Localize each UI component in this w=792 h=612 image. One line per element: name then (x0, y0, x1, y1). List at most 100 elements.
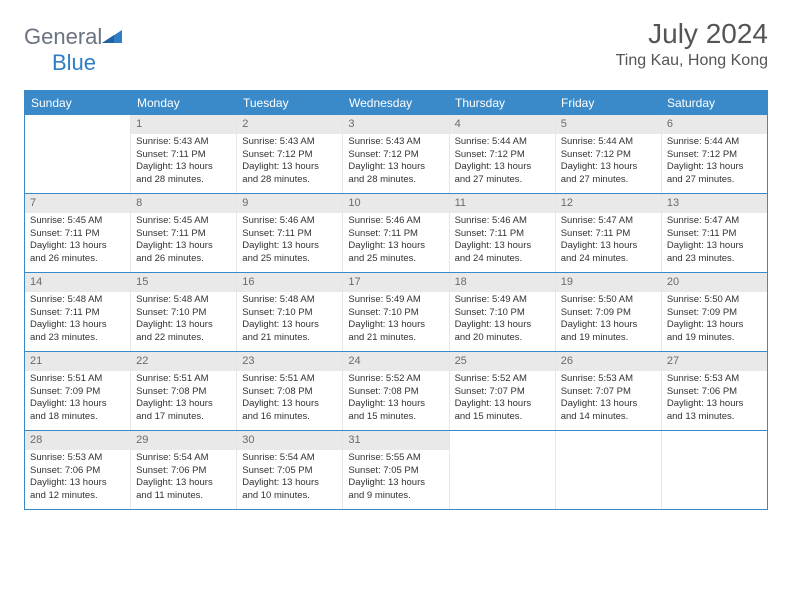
calendar-day-cell: 31Sunrise: 5:55 AMSunset: 7:05 PMDayligh… (343, 431, 449, 509)
daylight2-text: and 27 minutes. (455, 174, 550, 187)
day-number: 31 (343, 431, 448, 450)
brand-word-2: Blue (24, 50, 96, 75)
day-number: 26 (556, 352, 661, 371)
daylight1-text: Daylight: 13 hours (561, 161, 656, 174)
sunrise-text: Sunrise: 5:48 AM (242, 294, 337, 307)
day-number: 21 (25, 352, 130, 371)
sunset-text: Sunset: 7:09 PM (30, 386, 125, 399)
daylight2-text: and 24 minutes. (455, 253, 550, 266)
sunrise-text: Sunrise: 5:46 AM (242, 215, 337, 228)
daylight2-text: and 19 minutes. (667, 332, 762, 345)
title-block: July 2024 Ting Kau, Hong Kong (616, 18, 768, 70)
sunset-text: Sunset: 7:11 PM (136, 149, 231, 162)
day-number: 14 (25, 273, 130, 292)
calendar-page: General July 2024 Ting Kau, Hong Kong Bl… (0, 0, 792, 528)
daylight2-text: and 14 minutes. (561, 411, 656, 424)
day-number: 30 (237, 431, 342, 450)
daylight2-text: and 25 minutes. (348, 253, 443, 266)
calendar-week: 7Sunrise: 5:45 AMSunset: 7:11 PMDaylight… (25, 193, 767, 272)
day-number: 4 (450, 115, 555, 134)
sunrise-text: Sunrise: 5:51 AM (30, 373, 125, 386)
sunset-text: Sunset: 7:12 PM (561, 149, 656, 162)
day-number: 2 (237, 115, 342, 134)
sunrise-text: Sunrise: 5:48 AM (30, 294, 125, 307)
daylight1-text: Daylight: 13 hours (30, 240, 125, 253)
daylight1-text: Daylight: 13 hours (30, 477, 125, 490)
daylight2-text: and 18 minutes. (30, 411, 125, 424)
daylight2-text: and 23 minutes. (30, 332, 125, 345)
day-number: 18 (450, 273, 555, 292)
daylight1-text: Daylight: 13 hours (136, 319, 231, 332)
sunrise-text: Sunrise: 5:43 AM (242, 136, 337, 149)
sunset-text: Sunset: 7:10 PM (455, 307, 550, 320)
day-header: Tuesday (237, 91, 343, 115)
day-number: 29 (131, 431, 236, 450)
brand-word-1: General (24, 24, 102, 50)
sunset-text: Sunset: 7:10 PM (242, 307, 337, 320)
sunset-text: Sunset: 7:05 PM (348, 465, 443, 478)
day-number: 16 (237, 273, 342, 292)
day-headers-row: SundayMondayTuesdayWednesdayThursdayFrid… (25, 91, 767, 115)
day-number: 19 (556, 273, 661, 292)
sunset-text: Sunset: 7:11 PM (30, 228, 125, 241)
day-number: 10 (343, 194, 448, 213)
calendar-day-cell: 10Sunrise: 5:46 AMSunset: 7:11 PMDayligh… (343, 194, 449, 272)
calendar-day-cell: 15 Sunrise: 5:48 AMSunset: 7:10 PMDayligh… (131, 273, 237, 351)
sunrise-text: Sunrise: 5:48 AM (136, 294, 231, 307)
sunrise-text: Sunrise: 5:43 AM (348, 136, 443, 149)
sunset-text: Sunset: 7:11 PM (561, 228, 656, 241)
day-header: Thursday (449, 91, 555, 115)
daylight1-text: Daylight: 13 hours (348, 398, 443, 411)
calendar-day-cell: 23Sunrise: 5:51 AMSunset: 7:08 PMDayligh… (237, 352, 343, 430)
daylight2-text: and 17 minutes. (136, 411, 231, 424)
calendar-day-cell: 13Sunrise: 5:47 AMSunset: 7:11 PMDayligh… (662, 194, 767, 272)
sunrise-text: Sunrise: 5:53 AM (561, 373, 656, 386)
sunrise-text: Sunrise: 5:54 AM (136, 452, 231, 465)
sunrise-text: Sunrise: 5:53 AM (667, 373, 762, 386)
calendar-day-cell: 8Sunrise: 5:45 AMSunset: 7:11 PMDaylight… (131, 194, 237, 272)
day-number: 5 (556, 115, 661, 134)
daylight2-text: and 21 minutes. (348, 332, 443, 345)
calendar-day-cell: 4Sunrise: 5:44 AMSunset: 7:12 PMDaylight… (450, 115, 556, 193)
sunset-text: Sunset: 7:12 PM (242, 149, 337, 162)
daylight1-text: Daylight: 13 hours (455, 319, 550, 332)
daylight1-text: Daylight: 13 hours (667, 161, 762, 174)
calendar-day-cell: 14Sunrise: 5:48 AMSunset: 7:11 PMDayligh… (25, 273, 131, 351)
daylight2-text: and 26 minutes. (136, 253, 231, 266)
sunrise-text: Sunrise: 5:49 AM (348, 294, 443, 307)
daylight2-text: and 19 minutes. (561, 332, 656, 345)
calendar-day-cell: 17Sunrise: 5:49 AMSunset: 7:10 PMDayligh… (343, 273, 449, 351)
calendar-day-cell: 24Sunrise: 5:52 AMSunset: 7:08 PMDayligh… (343, 352, 449, 430)
daylight1-text: Daylight: 13 hours (242, 477, 337, 490)
daylight2-text: and 11 minutes. (136, 490, 231, 503)
sunset-text: Sunset: 7:12 PM (667, 149, 762, 162)
day-header: Friday (555, 91, 661, 115)
calendar-week: 14Sunrise: 5:48 AMSunset: 7:11 PMDayligh… (25, 272, 767, 351)
sunrise-text: Sunrise: 5:51 AM (242, 373, 337, 386)
day-number: 8 (131, 194, 236, 213)
daylight1-text: Daylight: 13 hours (561, 240, 656, 253)
calendar-day-cell: 1Sunrise: 5:43 AMSunset: 7:11 PMDaylight… (131, 115, 237, 193)
calendar-empty-cell (450, 431, 556, 509)
calendar-week: 28Sunrise: 5:53 AMSunset: 7:06 PMDayligh… (25, 430, 767, 509)
day-header: Monday (131, 91, 237, 115)
day-number: 11 (450, 194, 555, 213)
sunset-text: Sunset: 7:11 PM (348, 228, 443, 241)
day-number: 25 (450, 352, 555, 371)
day-number: 15 (131, 273, 236, 292)
sunset-text: Sunset: 7:09 PM (667, 307, 762, 320)
calendar-day-cell: 20Sunrise: 5:50 AMSunset: 7:09 PMDayligh… (662, 273, 767, 351)
sunset-text: Sunset: 7:10 PM (348, 307, 443, 320)
calendar-week: 21Sunrise: 5:51 AMSunset: 7:09 PMDayligh… (25, 351, 767, 430)
daylight2-text: and 13 minutes. (667, 411, 762, 424)
brand-logo: General (24, 18, 124, 50)
daylight1-text: Daylight: 13 hours (242, 398, 337, 411)
page-title: July 2024 (616, 18, 768, 50)
sunset-text: Sunset: 7:06 PM (136, 465, 231, 478)
day-number: 20 (662, 273, 767, 292)
sunset-text: Sunset: 7:10 PM (136, 307, 231, 320)
daylight2-text: and 22 minutes. (136, 332, 231, 345)
calendar-day-cell: 5Sunrise: 5:44 AMSunset: 7:12 PMDaylight… (556, 115, 662, 193)
calendar-day-cell: 22Sunrise: 5:51 AMSunset: 7:08 PMDayligh… (131, 352, 237, 430)
calendar-day-cell: 30Sunrise: 5:54 AMSunset: 7:05 PMDayligh… (237, 431, 343, 509)
